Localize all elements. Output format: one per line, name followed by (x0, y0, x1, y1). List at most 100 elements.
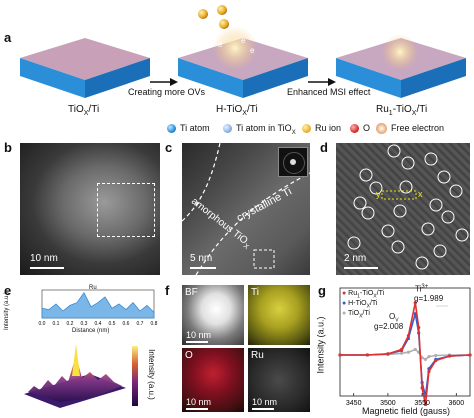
y-marker: y (376, 189, 381, 199)
f-bf-label: BF (185, 287, 198, 298)
panel-b-haadf-image: 10 nm (20, 143, 160, 275)
g-g2-label: g=2.008 (374, 322, 404, 331)
slab-tiox (20, 38, 150, 98)
g-data-point (406, 334, 411, 338)
e-xaxis-label: Distance (nm) (72, 328, 110, 334)
g-legend-h: ● H-TiOX/Ti (342, 300, 378, 310)
ru-ion-icon (302, 124, 311, 133)
stage-3-label: Ru1-TiOX/Ti (376, 104, 428, 117)
scale-bar-label: 5 nm (190, 253, 213, 264)
f-bf-map: BF 10 nm (182, 285, 244, 345)
g-data-point (427, 369, 431, 374)
scale-bar (30, 267, 64, 269)
panel-c-label: c (165, 140, 173, 155)
e-xtick-label: 0.4 (95, 321, 102, 327)
e-yaxis-label: Intensity (a.u.) (4, 291, 11, 331)
panel-c-hrtem-image: crystalline Ti amorphous TiOX 5 nm (182, 143, 310, 275)
ti-in-tiox-icon (223, 124, 232, 133)
g-data-point (406, 350, 411, 354)
slab-ru1-tiox (336, 34, 466, 98)
g-xlabel: Magnetic field (gauss) (362, 406, 451, 416)
legend-o: O (363, 123, 371, 133)
g-data-point (434, 358, 438, 363)
e-xtick-label: 0.7 (137, 321, 144, 327)
scale-bar-label: 10 nm (186, 397, 212, 407)
g-ylabel: Intensity (a.u.) (315, 316, 326, 374)
scale-bar-label: 10 nm (30, 253, 58, 264)
g-data-point (427, 355, 431, 359)
g-data-point (434, 353, 438, 358)
g-legend-ru1: ● Ru1-TiOX/Ti (342, 290, 385, 300)
g-data-point (423, 357, 428, 361)
e-profile-area (41, 292, 155, 319)
g-data-point (413, 347, 417, 352)
g-o-mark: OV (389, 312, 399, 324)
colorbar (132, 346, 138, 406)
panel-a-label: a (4, 30, 12, 45)
ru-ion-icon (219, 19, 229, 29)
g-data-point (399, 347, 404, 352)
scale-bar (190, 267, 216, 269)
f-ru-label: Ru (251, 350, 264, 361)
panel-a-schematic (20, 5, 466, 98)
g-data-point (413, 301, 417, 305)
e-xtick-label: 0.3 (81, 321, 88, 327)
legend-ru-ion: Ru ion (315, 123, 342, 133)
scale-bar-label: 2 nm (344, 253, 367, 264)
e-xtick-label: 0.0 (39, 321, 46, 327)
panel-e-3d-surface (24, 344, 138, 408)
interface-lines (182, 143, 310, 275)
e-ru-marker: Ru (89, 285, 97, 291)
g-data-point (468, 353, 472, 357)
f-o-map: O 10 nm (182, 348, 244, 412)
free-electron-icon (376, 123, 387, 134)
ti-atom-icon (167, 124, 176, 133)
o-atom-icon (350, 124, 359, 133)
g-data-point (420, 356, 424, 360)
stage-1-label: TiOX/Ti (68, 104, 100, 117)
electron-label: e (241, 36, 246, 45)
scale-bar (344, 267, 378, 269)
electron-label: e (218, 40, 223, 49)
g-xtick-label: 3600 (449, 400, 465, 407)
e-z-label: Intensity (a.u.) (146, 349, 156, 400)
g-data-point (399, 351, 404, 355)
e-xtick-label: 0.6 (123, 321, 130, 327)
f-o-label: O (185, 350, 193, 361)
g-g1-label: g=1.989 (414, 294, 444, 303)
x-marker: x (418, 189, 423, 199)
e-xtick-label: 0.2 (67, 321, 74, 327)
e-xtick-label: 0.8 (151, 321, 158, 327)
scale-bar-label: 10 nm (252, 397, 278, 407)
g-data-point (417, 325, 421, 330)
arrow-2-text: Enhanced MSI effect (287, 87, 371, 97)
g-data-point (365, 353, 369, 357)
arrow-1-text: Creating more OVs (128, 87, 206, 97)
scale-bar (186, 408, 208, 410)
g-data-point (423, 402, 428, 407)
f-ti-label: Ti (251, 287, 259, 298)
atom-circles (347, 144, 469, 270)
selection-box (97, 183, 155, 237)
slab-h-tiox (178, 26, 308, 98)
scale-bar (252, 408, 274, 410)
g-xtick-label: 3550 (414, 400, 430, 407)
g-data-point (447, 354, 452, 358)
ru-ion-icon (217, 5, 227, 15)
scale-bar (186, 341, 208, 343)
panel-e-label: e (4, 283, 12, 298)
panel-b-label: b (4, 140, 12, 155)
e-xtick-label: 0.1 (53, 321, 60, 327)
fft-inset (278, 147, 308, 177)
panel-g-epr-chart: 3450 3500 3550 3600 (338, 287, 472, 407)
ru-ion-icon (198, 9, 208, 19)
g-ti3-label: Ti3+ (415, 284, 429, 294)
scale-bar-label: 10 nm (186, 330, 212, 340)
panel-f-label: f (165, 283, 170, 298)
panel-e-line-profile: 0.0 0.1 0.2 0.3 0.4 0.5 0.6 0.7 0.8 (39, 289, 158, 327)
panel-d-label: d (320, 140, 328, 155)
legend-ti-atom: Ti atom (180, 123, 210, 133)
g-data-point (338, 353, 342, 357)
e-xtick-label: 0.5 (109, 321, 116, 327)
g-xtick-label: 3500 (380, 400, 396, 407)
